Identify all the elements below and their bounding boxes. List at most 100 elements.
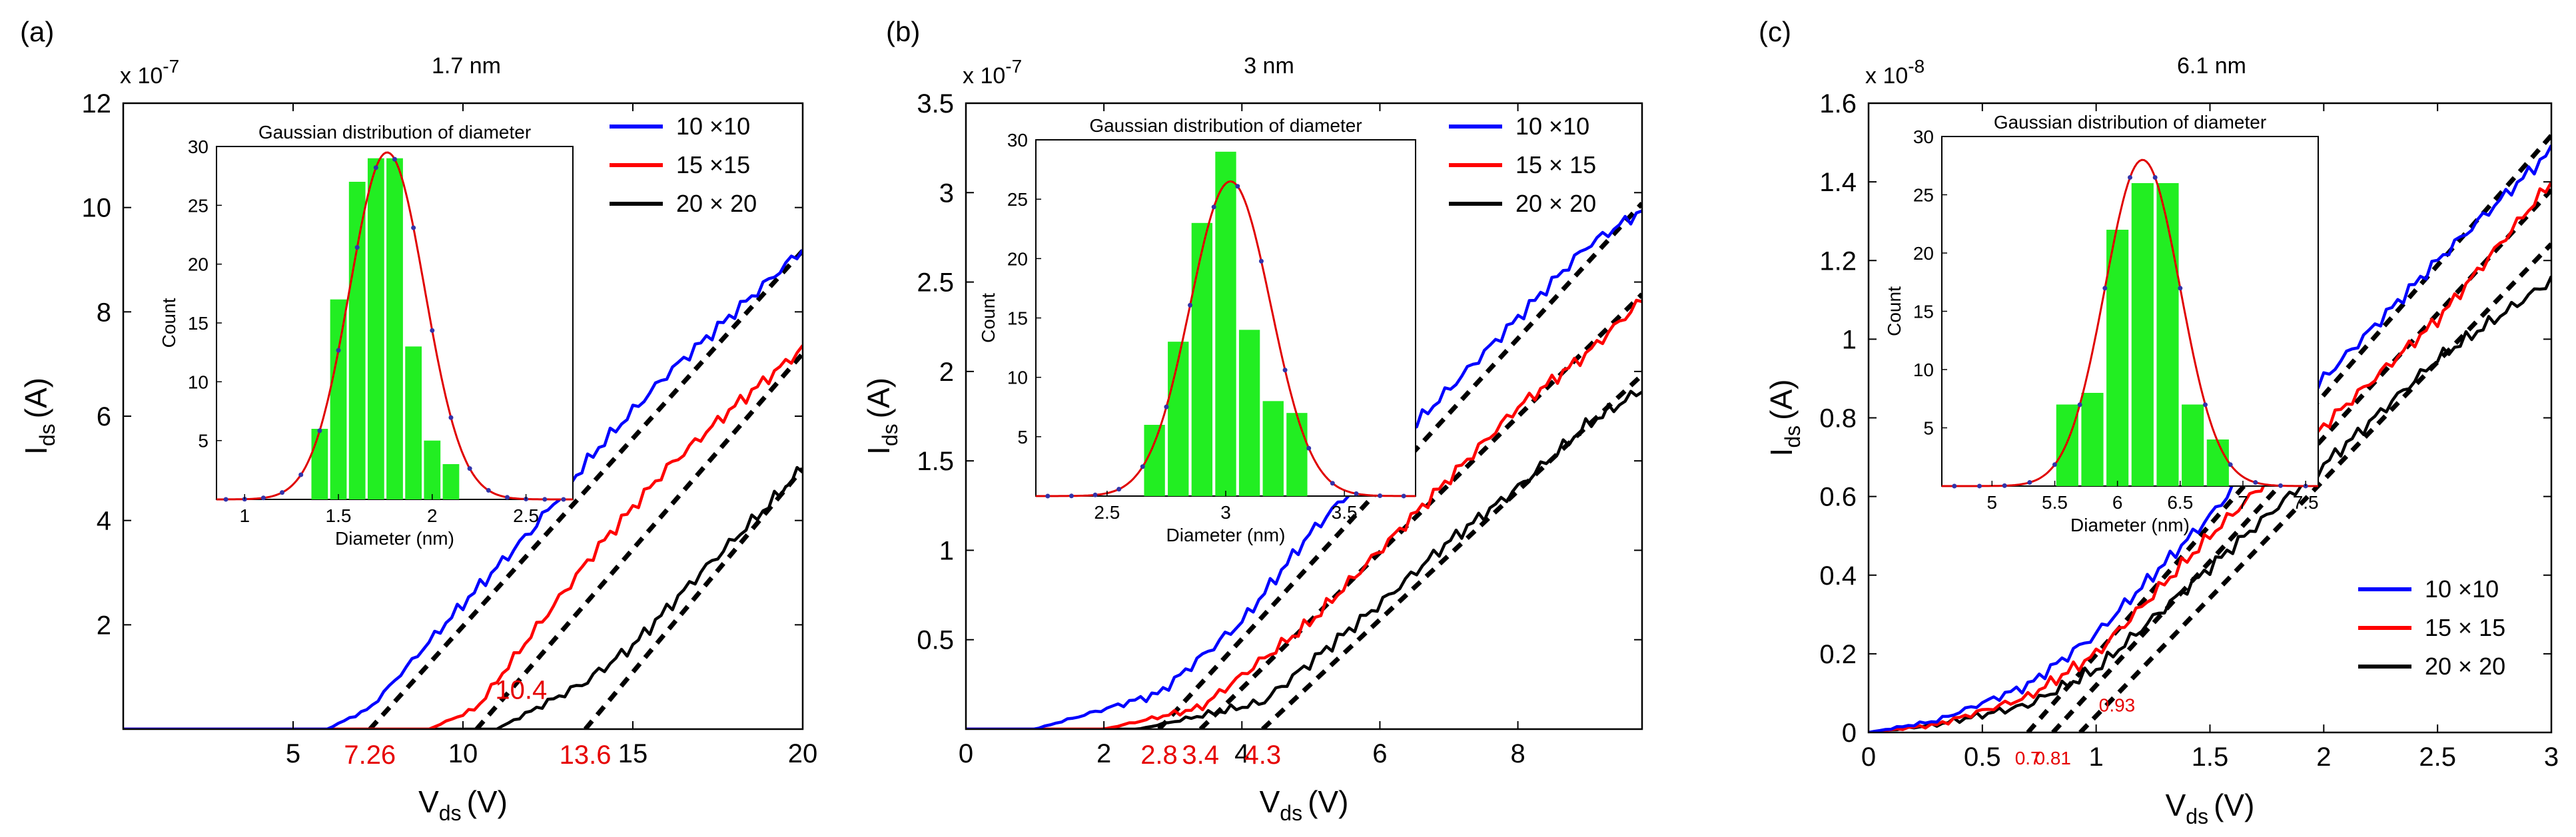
gaussian-point-12	[2228, 462, 2233, 467]
gaussian-point-10	[2178, 286, 2183, 291]
legend: 10 ×10 15 × 15 20 × 20	[1449, 113, 1596, 217]
x-tick-label: 1.5	[2192, 742, 2229, 772]
gaussian-point-10	[1258, 258, 1264, 264]
inset-x-tick-label: 5.5	[2042, 492, 2068, 513]
gaussian-point-5	[298, 472, 304, 477]
legend-label-3: 20 × 20	[676, 190, 757, 217]
gaussian-point-15	[1378, 493, 1383, 499]
x-axis-label: Vds (V)	[418, 784, 508, 825]
y-tick-label: 4	[97, 507, 111, 536]
gaussian-point-7	[2102, 286, 2108, 291]
gaussian-point-2	[1977, 483, 1982, 489]
gaussian-point-9	[1235, 184, 1240, 189]
y-exponent: -7	[1005, 56, 1022, 77]
y-axis-label-unit: (A)	[1764, 380, 1799, 420]
gaussian-point-8	[2128, 174, 2132, 180]
threshold-annotation-3: 13.6	[560, 740, 612, 770]
threshold-annotation-2: 3.4	[1182, 740, 1219, 770]
inset-x-tick-label: 1.5	[326, 505, 352, 526]
inset-x-tick-label: 2	[427, 505, 438, 526]
inset-x-tick-label: 6.5	[2167, 492, 2193, 513]
histogram-bar-7	[2206, 439, 2229, 486]
y-axis-label-main: I	[861, 446, 896, 455]
histogram-bar-1	[1144, 425, 1165, 496]
inset-x-tick-label: 2.5	[1094, 502, 1120, 523]
gaussian-point-15	[486, 487, 491, 493]
y-tick-label: 8	[97, 298, 111, 327]
gaussian-point-7	[336, 348, 341, 353]
inset-y-tick-label: 15	[1007, 308, 1028, 329]
y-axis-label: Ids (A)	[1764, 380, 1805, 457]
y-tick-label: 1.5	[917, 447, 954, 476]
gaussian-point-14	[467, 466, 472, 471]
x-tick-label: 3	[2544, 742, 2559, 772]
inset-y-tick-label: 5	[1923, 418, 1934, 439]
x-axis-label-main: V	[418, 784, 439, 819]
inset-y-tick-label: 25	[1007, 189, 1028, 210]
fit-line-2	[474, 352, 803, 729]
x-axis-label-main: V	[1260, 784, 1280, 819]
y-tick-label: 3.5	[917, 89, 954, 119]
histogram-bar-1	[311, 429, 328, 499]
gaussian-point-1	[1045, 493, 1051, 499]
gaussian-point-13	[1330, 481, 1335, 486]
histogram-bar-3	[348, 182, 366, 499]
legend-label-2: 15 ×15	[676, 151, 750, 178]
gaussian-point-3	[2002, 483, 2007, 488]
inset-x-tick-label: 5	[1987, 492, 1998, 513]
legend-label-1: 10 ×10	[676, 113, 750, 140]
panel-c: 0 0.5 1 1.5 2 2.5 300.20.40.60.811.21.41.6(c)6…	[1759, 16, 2559, 828]
legend-label-1: 10 ×10	[2425, 575, 2499, 603]
series-line-3	[123, 465, 803, 729]
inset-x-tick-label: 3	[1220, 502, 1231, 523]
y-axis-label-unit: (A)	[861, 378, 896, 418]
x-tick-label: 20	[788, 739, 818, 768]
series-line-2	[966, 298, 1642, 729]
inset-title: Gaussian distribution of diameter	[1089, 115, 1362, 136]
y-axis-label-sub: ds	[35, 423, 59, 446]
gaussian-point-18	[542, 497, 548, 502]
inset-x-tick-label: 7	[2238, 492, 2248, 513]
y-axis-label-unit: (A)	[19, 378, 53, 418]
fit-line-1	[368, 249, 803, 729]
x-axis-label-unit: (V)	[467, 784, 508, 819]
histogram-bar-5	[2156, 183, 2179, 486]
y-multiplier: x 10-7	[963, 56, 1022, 89]
gaussian-point-16	[1401, 493, 1406, 499]
inset-y-tick-label: 10	[188, 372, 209, 392]
y-tick-label: 0.8	[1819, 404, 1857, 433]
gaussian-point-5	[1140, 464, 1145, 469]
x-tick-label: 2	[2316, 742, 2331, 772]
inset-y-tick-label: 10	[1913, 360, 1934, 380]
inset-x-tick-label: 3.5	[1332, 502, 1358, 523]
inset-x-tick-label: 1	[239, 505, 250, 526]
legend: 10 ×10 15 ×15 20 × 20	[610, 113, 757, 217]
histogram-bar-4	[367, 158, 384, 499]
gaussian-fit-curve	[1036, 180, 1416, 497]
inset-y-tick-label: 15	[1913, 302, 1934, 322]
inset-y-tick-label: 20	[188, 254, 209, 275]
x-axis-label-sub: ds	[2186, 804, 2208, 828]
gaussian-point-16	[504, 495, 510, 500]
histogram-bar-3	[1191, 222, 1213, 496]
legend: 10 ×10 15 × 15 20 × 20	[2358, 575, 2505, 680]
threshold-annotation-1: 2.8	[1140, 740, 1178, 770]
panel-title: 6.1 nm	[2177, 53, 2246, 79]
gaussian-point-1	[1952, 483, 1957, 489]
gaussian-point-3	[260, 495, 266, 501]
gaussian-point-4	[2027, 480, 2032, 485]
gaussian-point-14	[1354, 491, 1359, 496]
y-axis-label-main: I	[19, 446, 53, 455]
panel-title: 1.7 nm	[432, 53, 501, 79]
series-line-3	[966, 390, 1642, 729]
gaussian-point-6	[2077, 402, 2082, 408]
inset-y-tick-label: 25	[188, 195, 209, 216]
gaussian-point-8	[1211, 204, 1216, 210]
threshold-annotation-1: 7.26	[344, 740, 396, 770]
y-tick-label: 0	[1842, 718, 1857, 748]
inset-y-tick-label: 5	[198, 431, 209, 451]
gaussian-point-11	[2203, 402, 2208, 408]
inset-frame	[1941, 136, 2319, 487]
y-axis-label: Ids (A)	[19, 378, 59, 455]
legend-label-1: 10 ×10	[1515, 113, 1589, 140]
